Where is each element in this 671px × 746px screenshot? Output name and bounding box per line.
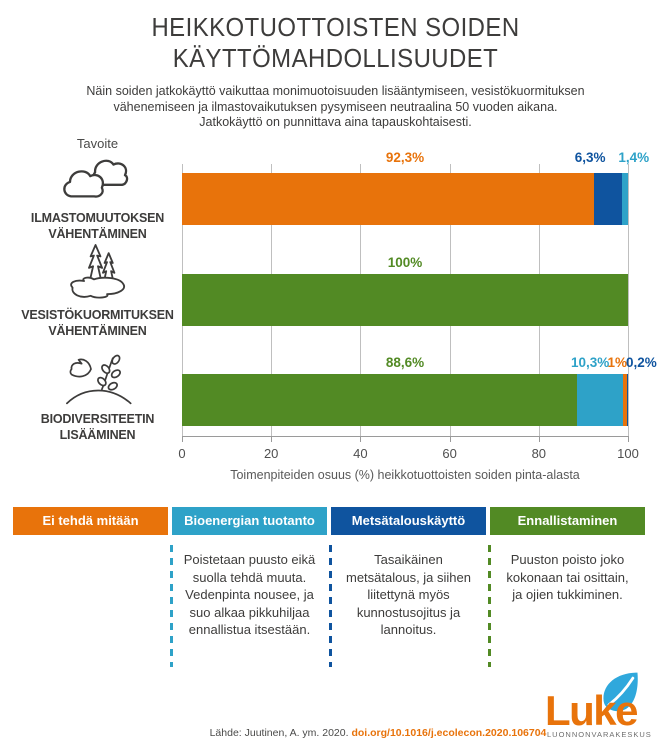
bar-segment [622,374,628,426]
page-title: HEIKKOTUOTTOISTEN SOIDEN KÄYTTÖMAHDOLLIS… [27,12,644,74]
x-axis-ticks: 0 20 40 60 80 100 [178,446,638,462]
source-text: Lähde: Juutinen, A. ym. 2020. [209,727,352,739]
x-tick-label-20: 20 [263,446,279,461]
value-label: 1,4% [618,150,650,165]
value-label: 10,3% [570,355,610,370]
legend-separator-1 [170,545,173,667]
axis-tick-0 [182,436,183,442]
bar-segment [182,173,594,225]
legend-title-bioenergy: Bioenergian tuotanto [172,507,327,535]
category-biodiversity: BIODIVERSITEETIN LISÄÄMINEN [15,352,180,443]
x-tick-label-0: 0 [178,446,186,461]
leaf-icon [601,672,638,714]
subtitle-line1: Näin soiden jatkokäyttö vaikuttaa monimu… [86,84,585,98]
bar-segment [182,374,577,426]
category-climate-label: ILMASTOMUUTOKSEN [30,211,165,225]
value-label: 88,6% [385,355,425,370]
legend-title-forestry: Metsätalouskäyttö [331,507,486,535]
category-water-label2: VÄHENTÄMINEN [48,324,147,338]
value-label: 1% [607,355,628,370]
category-water-label: VESISTÖKUORMITUKSEN [21,308,174,322]
legend-title-restoration: Ennallistaminen [490,507,645,535]
category-water: VESISTÖKUORMITUKSEN VÄHENTÄMINEN [15,240,180,339]
value-label: 100% [387,255,423,270]
bird-plant-icon [65,354,132,405]
legend-col-nothing: Ei tehdä mitään [13,507,168,639]
value-label: 92,3% [385,150,425,165]
legend-desc-bioenergy: Poistetaan puusto eikä suolla tehdä muut… [183,552,316,637]
category-climate: ILMASTOMUUTOKSEN VÄHENTÄMINEN [15,153,180,242]
source-line: Lähde: Juutinen, A. ym. 2020. doi.org/10… [85,727,671,739]
value-label: 0,2% [625,355,657,370]
legend-title-nothing: Ei tehdä mitään [13,507,168,535]
luke-org-name: LUONNONVARAKESKUS [547,730,652,739]
bar-row-3 [182,374,628,426]
axis-tick-100 [628,436,629,442]
legend-separator-3 [488,545,491,667]
bar-segment [627,374,628,426]
category-biodiversity-label2: LISÄÄMINEN [59,428,136,442]
legend-col-restoration: Ennallistaminen Puuston poisto joko koko… [490,507,645,639]
legend-desc-forestry: Tasaikäinen metsätalous, ja siihen liite… [345,552,471,637]
bar-segment [576,374,623,426]
goal-column-header: Tavoite [76,136,119,151]
pond-trees-icon [69,244,125,299]
bar-row-1 [182,173,628,225]
clouds-icon [62,159,128,198]
x-tick-label-100: 100 [617,446,639,461]
axis-tick-40 [360,436,362,442]
legend-col-forestry: Metsätalouskäyttö Tasaikäinen metsätalou… [331,507,486,639]
bar-segment [182,274,628,326]
bar-chart-plot: 92,3% 6,3% 1,4% 100% 88,6% 10,3% 1% 0,2% [182,146,657,442]
category-climate-label2: VÄHENTÄMINEN [48,227,147,241]
legend: Ei tehdä mitään Bioenergian tuotanto Poi… [13,507,645,639]
axis-tick-60 [449,436,451,442]
gridline-100 [628,164,629,436]
doi-link[interactable]: doi.org/10.1016/j.ecolecon.2020.106704 [351,727,547,739]
subtitle: Näin soiden jatkokäyttö vaikuttaa monimu… [0,84,671,131]
x-tick-label-60: 60 [442,446,457,461]
luke-wordmark: Luke [545,687,639,734]
axis-tick-20 [271,436,273,442]
x-tick-label-80: 80 [531,446,547,461]
page-title-line1: HEIKKOTUOTTOISTEN SOIDEN [151,12,520,42]
legend-separator-2 [329,545,332,667]
subtitle-line3: Jatkokäyttö on punnittava aina tapauskoh… [199,115,472,129]
bar-segment [621,173,628,225]
category-biodiversity-label: BIODIVERSITEETIN [40,412,155,426]
axis-tick-80 [538,436,540,442]
value-label: 6,3% [574,150,606,165]
x-tick-label-40: 40 [353,446,368,461]
legend-col-bioenergy: Bioenergian tuotanto Poistetaan puusto e… [172,507,327,639]
luke-logo: Luke LUONNONVARAKESKUS [545,668,665,743]
page-title-line2: KÄYTTÖMAHDOLLISUUDET [172,43,499,73]
subtitle-line2: vähenemiseen ja ilmastovaikutuksen pysym… [113,99,558,114]
bar-row-2 [182,274,628,326]
legend-desc-restoration: Puuston poisto joko kokonaan tai osittai… [506,552,629,602]
bar-segment [593,173,622,225]
x-axis-title: Toimenpiteiden osuus (%) heikkotuottoist… [230,468,580,482]
